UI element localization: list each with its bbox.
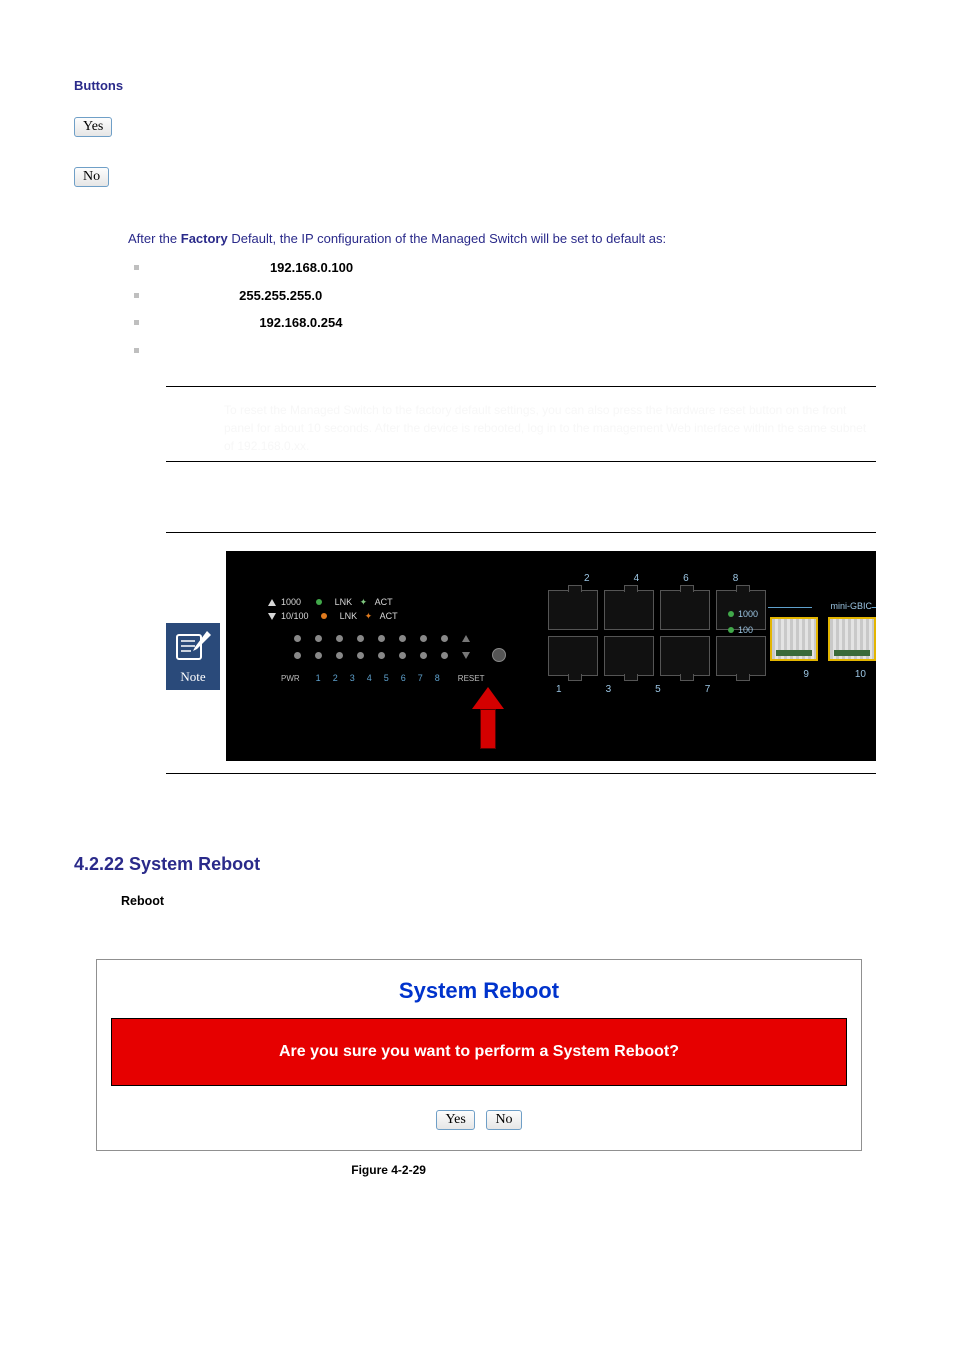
sfp-link-leds: 1000 100 bbox=[728, 609, 758, 635]
rj45-port bbox=[604, 590, 654, 630]
rj45-port bbox=[660, 636, 710, 676]
triangle-down-icon bbox=[268, 613, 276, 620]
sfp-port-numbers: 9 10 bbox=[803, 669, 866, 680]
reboot-actions: Yes No bbox=[97, 1086, 861, 1150]
rj45-port bbox=[716, 636, 766, 676]
note1-body: To reset the Managed Switch to the facto… bbox=[224, 397, 876, 455]
rj45-port bbox=[548, 636, 598, 676]
triangle-up-icon bbox=[268, 599, 276, 606]
note-icon-label: Note bbox=[170, 667, 216, 687]
factory-label: Factory bbox=[181, 231, 228, 246]
figure-caption: Figure 4-2-29 System Reboot Page Screens… bbox=[96, 1163, 862, 1177]
reboot-no-button[interactable]: No bbox=[486, 1110, 521, 1130]
reset-arrow-icon bbox=[472, 687, 504, 749]
system-reboot-panel: System Reboot Are you sure you want to p… bbox=[96, 959, 862, 1151]
factory-prefix: After the bbox=[128, 231, 181, 246]
rj45-port bbox=[660, 590, 710, 630]
reset-button-hole bbox=[492, 648, 506, 662]
sfp-cages bbox=[770, 617, 876, 661]
reboot-panel-title: System Reboot bbox=[97, 960, 861, 1018]
sfp-cage bbox=[770, 617, 818, 661]
reboot-warning: Are you sure you want to perform a Syste… bbox=[111, 1018, 847, 1086]
note-pencil-icon bbox=[173, 629, 213, 663]
led-green-icon bbox=[316, 599, 322, 605]
no-button-desc: : Click to return to the Factory Default… bbox=[115, 170, 438, 184]
factory-line: After the Factory Default, the IP config… bbox=[128, 231, 886, 246]
factory-suffix: Default, the IP configuration of the Man… bbox=[228, 231, 666, 246]
list-item: Subnet mask: 255.255.255.0 bbox=[156, 288, 886, 304]
reboot-intro: The Reboot page enables the device to be… bbox=[96, 891, 886, 931]
rj45-port bbox=[604, 636, 654, 676]
led-orange-icon bbox=[321, 613, 327, 619]
rj45-port bbox=[548, 590, 598, 630]
port-index-labels: PWR 1 2 3 4 5 6 7 8 RESET bbox=[281, 673, 484, 683]
buttons-heading: Buttons bbox=[74, 78, 886, 93]
factory-defaults-list: Default IP address: 192.168.0.100 Subnet… bbox=[156, 260, 886, 358]
note-icon: Note bbox=[166, 623, 220, 690]
led-grid bbox=[294, 635, 506, 668]
yes-button-sample[interactable]: Yes bbox=[74, 117, 112, 137]
led-legend: 1000 LNK ✦ ACT 10/100 LNK ✦ ACT bbox=[268, 595, 398, 623]
device-front-panel: 1000 LNK ✦ ACT 10/100 LNK ✦ ACT bbox=[226, 551, 876, 761]
reboot-yes-button[interactable]: Yes bbox=[436, 1110, 474, 1130]
note-block-1: To reset the Managed Switch to the facto… bbox=[166, 386, 876, 462]
list-item: Default IP address: 192.168.0.100 bbox=[156, 260, 886, 276]
list-item: Default Gateway: 192.168.0.254 bbox=[156, 315, 886, 331]
mini-gbic-label: mini-GBIC bbox=[830, 601, 872, 611]
no-button-sample[interactable]: No bbox=[74, 167, 109, 187]
sfp-cage bbox=[828, 617, 876, 661]
note-block-2: Note 1000 LNK ✦ ACT 10/100 LNK ✦ ACT bbox=[166, 532, 876, 774]
list-item: The other settings in the Managed Switch… bbox=[156, 343, 886, 359]
reboot-keyword: Reboot bbox=[121, 894, 164, 908]
yes-button-desc: : Click to reset the device to factory d… bbox=[118, 120, 392, 134]
section-heading: 4.2.22 System Reboot bbox=[74, 854, 886, 875]
